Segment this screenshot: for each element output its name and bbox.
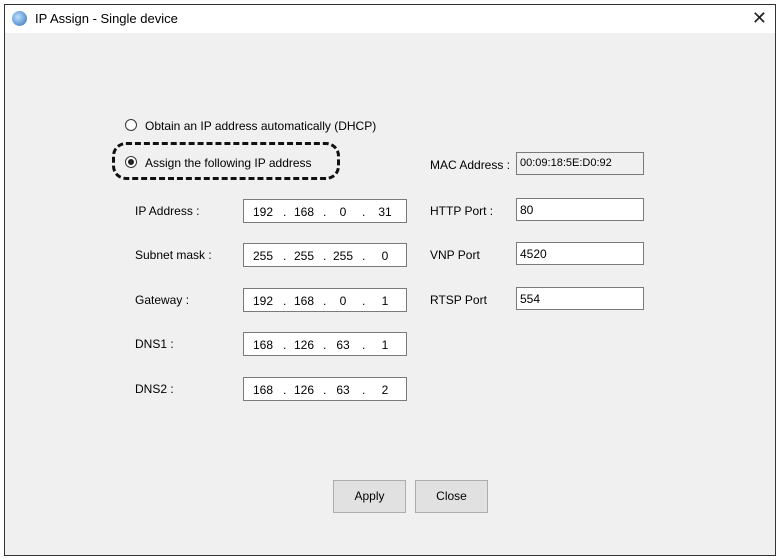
- static-radio[interactable]: [125, 156, 137, 168]
- ip-octet[interactable]: 2: [381, 383, 389, 397]
- right-field-label: MAC Address :: [430, 158, 511, 172]
- ip-input[interactable]: 192 168 0 1...: [243, 288, 407, 312]
- ip-octet[interactable]: 63: [336, 383, 350, 397]
- ip-input[interactable]: 168 126 63 1...: [243, 332, 407, 356]
- ip-octet[interactable]: 192: [252, 294, 274, 308]
- octet-separator: .: [362, 338, 366, 352]
- ip-octet[interactable]: 255: [293, 249, 315, 263]
- ip-octet[interactable]: 1: [381, 294, 389, 308]
- ip-octet[interactable]: 63: [336, 338, 350, 352]
- field-label: DNS2 :: [135, 382, 174, 396]
- ip-octet[interactable]: 168: [293, 205, 315, 219]
- window-title: IP Assign - Single device: [35, 11, 178, 26]
- field-label: Gateway :: [135, 293, 190, 307]
- highlight-outline: [112, 142, 340, 180]
- octet-separator: .: [283, 338, 287, 352]
- ip-input[interactable]: 192 168 0 31...: [243, 199, 407, 223]
- octet-separator: .: [323, 294, 327, 308]
- mac-address-field: 00:09:18:5E:D0:92: [516, 152, 644, 175]
- octet-separator: .: [323, 338, 327, 352]
- static-label: Assign the following IP address: [145, 156, 312, 170]
- octet-separator: .: [283, 205, 287, 219]
- port-input[interactable]: 4520: [516, 242, 644, 265]
- ip-octet[interactable]: 126: [293, 338, 315, 352]
- octet-separator: .: [323, 249, 327, 263]
- ip-octet[interactable]: 0: [339, 205, 347, 219]
- octet-separator: .: [283, 249, 287, 263]
- ip-octet[interactable]: 1: [381, 338, 389, 352]
- octet-separator: .: [323, 205, 327, 219]
- ip-octet[interactable]: 31: [378, 205, 392, 219]
- port-input[interactable]: 554: [516, 287, 644, 310]
- octet-separator: .: [362, 205, 366, 219]
- field-label: DNS1 :: [135, 337, 174, 351]
- ip-octet[interactable]: 0: [339, 294, 347, 308]
- octet-separator: .: [362, 383, 366, 397]
- octet-separator: .: [283, 294, 287, 308]
- app-globe-icon: [12, 11, 27, 26]
- octet-separator: .: [283, 383, 287, 397]
- right-field-label: RTSP Port: [430, 293, 487, 307]
- ip-octet[interactable]: 168: [293, 294, 315, 308]
- dhcp-radio[interactable]: [125, 119, 137, 131]
- octet-separator: .: [362, 249, 366, 263]
- apply-button[interactable]: Apply: [333, 480, 406, 513]
- ip-octet[interactable]: 192: [252, 205, 274, 219]
- octet-separator: .: [323, 383, 327, 397]
- field-label: IP Address :: [135, 204, 200, 218]
- ip-octet[interactable]: 0: [381, 249, 389, 263]
- ip-input[interactable]: 255 255 255 0...: [243, 243, 407, 267]
- title-bar: IP Assign - Single device ✕: [5, 5, 775, 33]
- ip-octet[interactable]: 168: [252, 383, 274, 397]
- ip-octet[interactable]: 126: [293, 383, 315, 397]
- ip-octet[interactable]: 168: [252, 338, 274, 352]
- octet-separator: .: [362, 294, 366, 308]
- field-label: Subnet mask :: [135, 248, 212, 262]
- right-field-label: VNP Port: [430, 248, 480, 262]
- close-button[interactable]: Close: [415, 480, 488, 513]
- ip-input[interactable]: 168 126 63 2...: [243, 377, 407, 401]
- ip-octet[interactable]: 255: [332, 249, 354, 263]
- ip-assign-dialog: IP Assign - Single device ✕ Obtain an IP…: [4, 4, 776, 556]
- right-field-label: HTTP Port :: [430, 204, 494, 218]
- ip-octet[interactable]: 255: [252, 249, 274, 263]
- port-input[interactable]: 80: [516, 198, 644, 221]
- dhcp-label: Obtain an IP address automatically (DHCP…: [145, 119, 377, 133]
- close-window-button[interactable]: ✕: [751, 8, 767, 28]
